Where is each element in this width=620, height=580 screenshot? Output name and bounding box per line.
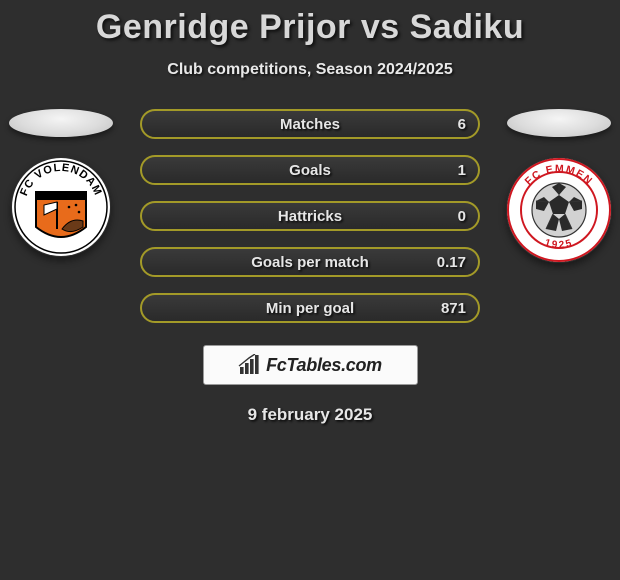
stat-label: Hattricks xyxy=(278,208,342,225)
brand-text: FcTables.com xyxy=(266,355,382,376)
stat-row-min-per-goal: Min per goal 871 xyxy=(140,293,480,323)
stat-row-goals-per-match: Goals per match 0.17 xyxy=(140,247,480,277)
volendam-badge-icon: FC VOLENDAM xyxy=(11,157,111,257)
brand-badge: FcTables.com xyxy=(203,345,418,385)
stat-right-value: 871 xyxy=(441,300,466,317)
page-title: Genridge Prijor vs Sadiku xyxy=(0,0,620,47)
emmen-badge-icon: FC EMMEN 1925 xyxy=(506,157,612,263)
stat-label: Goals xyxy=(289,162,331,179)
stat-right-value: 0 xyxy=(458,208,466,225)
stat-label: Min per goal xyxy=(266,300,354,317)
footer-date: 9 february 2025 xyxy=(0,405,620,425)
stat-row-hattricks: Hattricks 0 xyxy=(140,201,480,231)
stat-right-value: 6 xyxy=(458,116,466,133)
player-left-avatar-placeholder xyxy=(9,109,113,137)
stat-label: Goals per match xyxy=(251,254,369,271)
stat-right-value: 0.17 xyxy=(437,254,466,271)
stat-right-value: 1 xyxy=(458,162,466,179)
player-left-column: FC VOLENDAM xyxy=(6,109,116,257)
stat-row-goals: Goals 1 xyxy=(140,155,480,185)
bar-chart-icon xyxy=(238,354,262,376)
club-badge-left: FC VOLENDAM xyxy=(11,157,111,257)
club-badge-right: FC EMMEN 1925 xyxy=(506,157,612,263)
page-subtitle: Club competitions, Season 2024/2025 xyxy=(0,61,620,79)
player-right-column: FC EMMEN 1925 xyxy=(504,109,614,263)
player-right-avatar-placeholder xyxy=(507,109,611,137)
comparison-area: FC VOLENDAM FC EMMEN xyxy=(0,109,620,425)
stat-row-matches: Matches 6 xyxy=(140,109,480,139)
stat-label: Matches xyxy=(280,116,340,133)
stats-list: Matches 6 Goals 1 Hattricks 0 Goals per … xyxy=(140,109,480,323)
